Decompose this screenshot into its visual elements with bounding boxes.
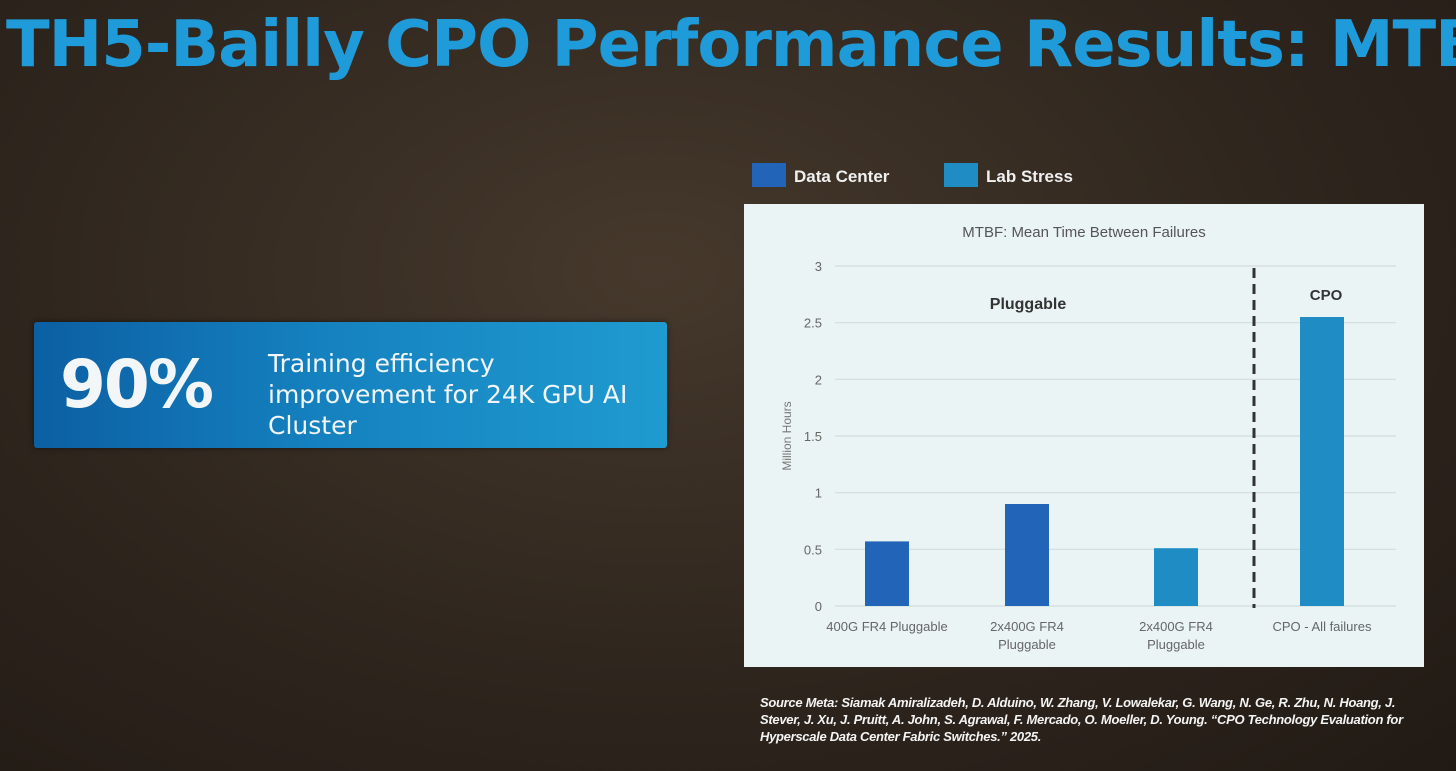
chart-title: MTBF: Mean Time Between Failures [962,224,1205,241]
y-tick-label: 1 [815,486,822,501]
x-tick-label: Pluggable [998,637,1056,652]
legend-swatch-lab-stress [944,163,978,187]
legend-swatch-data-center [752,163,786,187]
y-axis-label: Million Hours [780,401,794,470]
y-tick-label: 2.5 [804,316,822,331]
chart-panel: MTBF: Mean Time Between Failures 0 0.5 1 1.5… [744,204,1424,667]
slide-title: TH5-Bailly CPO Performance Results: MTBF [6,8,1456,82]
y-tick-label: 0.5 [804,542,822,557]
y-tick-label: 3 [815,259,822,274]
legend-label-data-center: Data Center [794,167,890,186]
x-tick-label: 2x400G FR4 [1139,619,1213,634]
x-tick-label: 400G FR4 Pluggable [826,619,947,634]
bar [1005,504,1049,606]
stat-callout: 90% Training efficiency improvement for … [34,322,667,448]
source-text: Siamak Amiralizadeh, D. Alduino, W. Zhan… [760,695,1403,744]
x-tick-label: 2x400G FR4 [990,619,1064,634]
bar [1154,548,1198,606]
legend-label-lab-stress: Lab Stress [986,167,1073,186]
stat-description: Training efficiency improvement for 24K … [268,349,628,440]
source-citation: Source Meta: Siamak Amiralizadeh, D. Ald… [760,694,1420,745]
x-tick-label: Pluggable [1147,637,1205,652]
stat-value: 90% [60,346,214,423]
y-tick-label: 1.5 [804,429,822,444]
group-label-cpo: CPO [1310,287,1343,304]
bar [1300,317,1344,606]
group-label-pluggable: Pluggable [990,296,1067,313]
y-tick-label: 0 [815,599,822,614]
mtbf-chart: MTBF: Mean Time Between Failures 0 0.5 1 1.5… [780,224,1396,652]
y-tick-label: 2 [815,372,822,387]
source-lead: Source Meta: [760,695,839,710]
bar [865,541,909,606]
x-tick-label: CPO - All failures [1273,619,1372,634]
